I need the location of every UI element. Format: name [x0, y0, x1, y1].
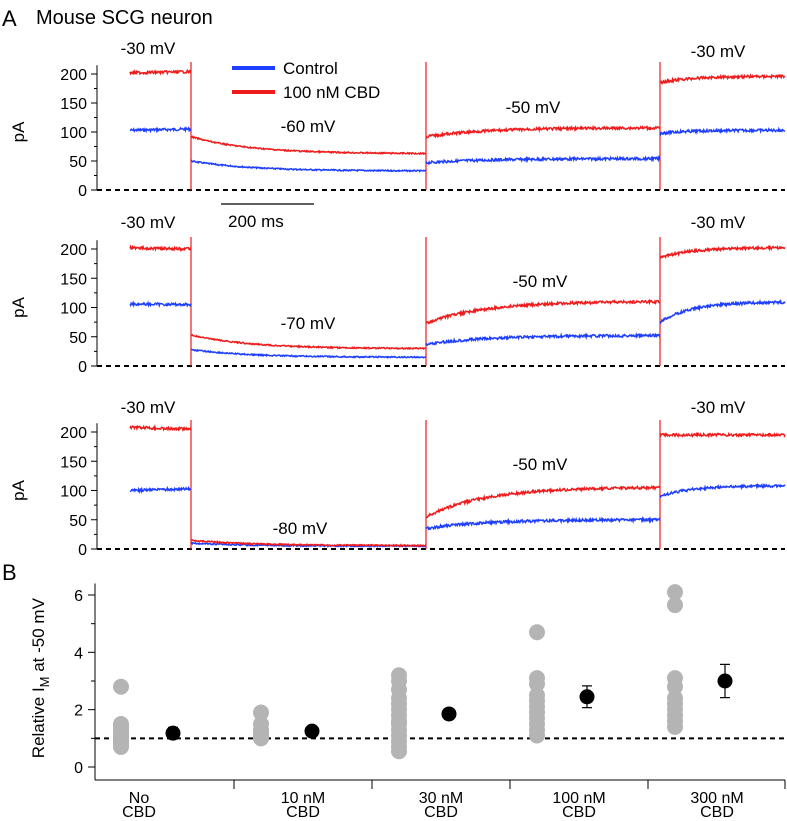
individual-data-point — [391, 743, 407, 760]
x-category-label-line1: 10 nM — [281, 790, 325, 807]
cbd-trace-segment — [129, 423, 192, 432]
individual-data-point — [253, 730, 269, 747]
panel-b-letter: B — [2, 560, 17, 585]
individual-data-point — [113, 738, 129, 755]
legend-label: 100 nM CBD — [283, 83, 380, 102]
y-tick-label: 100 — [60, 484, 87, 501]
control-trace-segment — [659, 126, 786, 137]
cbd-trace-segment — [129, 244, 192, 253]
x-category-label-line2: CBD — [122, 804, 156, 821]
cbd-trace-segment — [659, 73, 786, 85]
control-trace-segment — [129, 126, 192, 134]
y-tick-label: 50 — [69, 513, 87, 530]
y-tick-label: 4 — [74, 645, 83, 662]
cbd-trace-segment — [129, 68, 192, 76]
control-trace-segment — [190, 159, 427, 174]
y-axis-label: pA — [9, 479, 28, 500]
y-tick-label: 100 — [60, 125, 87, 142]
y-axis-label: pA — [9, 296, 28, 317]
y-tick-label: 0 — [78, 183, 87, 200]
x-category-label-line2: CBD — [286, 804, 320, 821]
y-tick-label: 200 — [60, 425, 87, 442]
individual-data-point — [667, 584, 683, 601]
voltage-label: -30 mV — [691, 42, 746, 61]
voltage-label: -70 mV — [281, 314, 336, 333]
y-tick-label: 100 — [60, 301, 87, 318]
individual-data-point — [667, 718, 683, 735]
voltage-label: -30 mV — [121, 39, 176, 58]
x-category-label-line1: 100 nM — [552, 790, 605, 807]
individual-data-point — [529, 675, 545, 692]
x-category-label-line2: CBD — [562, 804, 596, 821]
y-tick-label: 50 — [69, 154, 87, 171]
cbd-trace-segment — [659, 244, 786, 260]
voltage-label: -30 mV — [691, 398, 746, 417]
cbd-trace-segment — [425, 124, 661, 139]
mean-data-point — [579, 689, 595, 705]
voltage-label: -30 mV — [691, 213, 746, 232]
cbd-trace-segment — [190, 333, 427, 351]
voltage-label: -60 mV — [281, 117, 336, 136]
control-trace-segment — [425, 154, 661, 166]
figure-title: Mouse SCG neuron — [36, 7, 213, 29]
voltage-label: -50 mV — [506, 98, 561, 117]
mean-data-point — [441, 706, 457, 722]
panel-a3-traces: 0 50 100 150 200 pA -30 mV -80 mV -50 mV -30 mV — [9, 398, 786, 559]
mean-data-point — [304, 723, 320, 739]
mean-data-point — [717, 673, 733, 689]
control-trace-segment — [425, 331, 661, 347]
legend-label: Control — [283, 59, 338, 78]
x-category-label-line1: No — [129, 790, 150, 807]
x-category-label-line2: CBD — [700, 804, 734, 821]
control-trace-segment — [190, 348, 427, 360]
x-category-label-line1: 300 nM — [690, 790, 743, 807]
individual-data-point — [667, 678, 683, 695]
cbd-trace-segment — [190, 135, 427, 156]
x-category-label-line1: 30 nM — [419, 790, 463, 807]
y-axis-label-main: Relative I — [29, 687, 48, 758]
control-trace-segment — [129, 485, 192, 495]
y-tick-label: 0 — [78, 359, 87, 376]
individual-data-point — [529, 624, 545, 641]
y-axis-label-subscript: M — [37, 676, 52, 687]
voltage-label: -50 mV — [513, 455, 568, 474]
y-tick-label: 50 — [69, 330, 87, 347]
individual-data-point — [253, 704, 269, 721]
cbd-trace-segment — [425, 484, 661, 519]
y-axis-label: pA — [9, 121, 28, 142]
y-tick-label: 0 — [74, 760, 83, 777]
y-axis-label: Relative IM at -50 mV — [29, 597, 52, 758]
control-trace-segment — [129, 300, 192, 309]
y-tick-label: 200 — [60, 67, 87, 84]
voltage-label: -80 mV — [273, 519, 328, 538]
x-category-label-line2: CBD — [424, 804, 458, 821]
cbd-trace-segment — [190, 538, 427, 548]
cbd-trace-segment — [659, 431, 786, 439]
y-tick-label: 200 — [60, 242, 87, 259]
y-tick-label: 0 — [78, 542, 87, 559]
individual-data-point — [667, 597, 683, 614]
y-axis-label-tail: at -50 mV — [29, 597, 48, 676]
voltage-label: -50 mV — [513, 272, 568, 291]
y-tick-label: 6 — [74, 588, 83, 605]
y-tick-label: 150 — [60, 96, 87, 113]
control-trace-segment — [659, 298, 786, 324]
mean-data-point — [165, 725, 181, 741]
scale-bar-label: 200 ms — [228, 212, 284, 231]
voltage-label: -30 mV — [121, 213, 176, 232]
y-tick-label: 2 — [74, 703, 83, 720]
control-trace-segment — [659, 482, 786, 499]
panel-a2-traces: 0 50 100 150 200 pA -30 mV -70 mV -50 mV -30 mV — [9, 213, 786, 376]
cbd-trace-segment — [425, 298, 661, 325]
voltage-label: -30 mV — [121, 398, 176, 417]
individual-data-point — [113, 678, 129, 695]
panel-a1-traces: 0 50 100 150 200 pA -30 mV -60 mV -50 mV -30 mV Co… — [9, 39, 786, 231]
individual-data-point — [529, 727, 545, 744]
y-tick-label: 150 — [60, 454, 87, 471]
panel-a-letter: A — [2, 6, 17, 31]
control-trace-segment — [425, 515, 661, 531]
y-tick-label: 150 — [60, 271, 87, 288]
